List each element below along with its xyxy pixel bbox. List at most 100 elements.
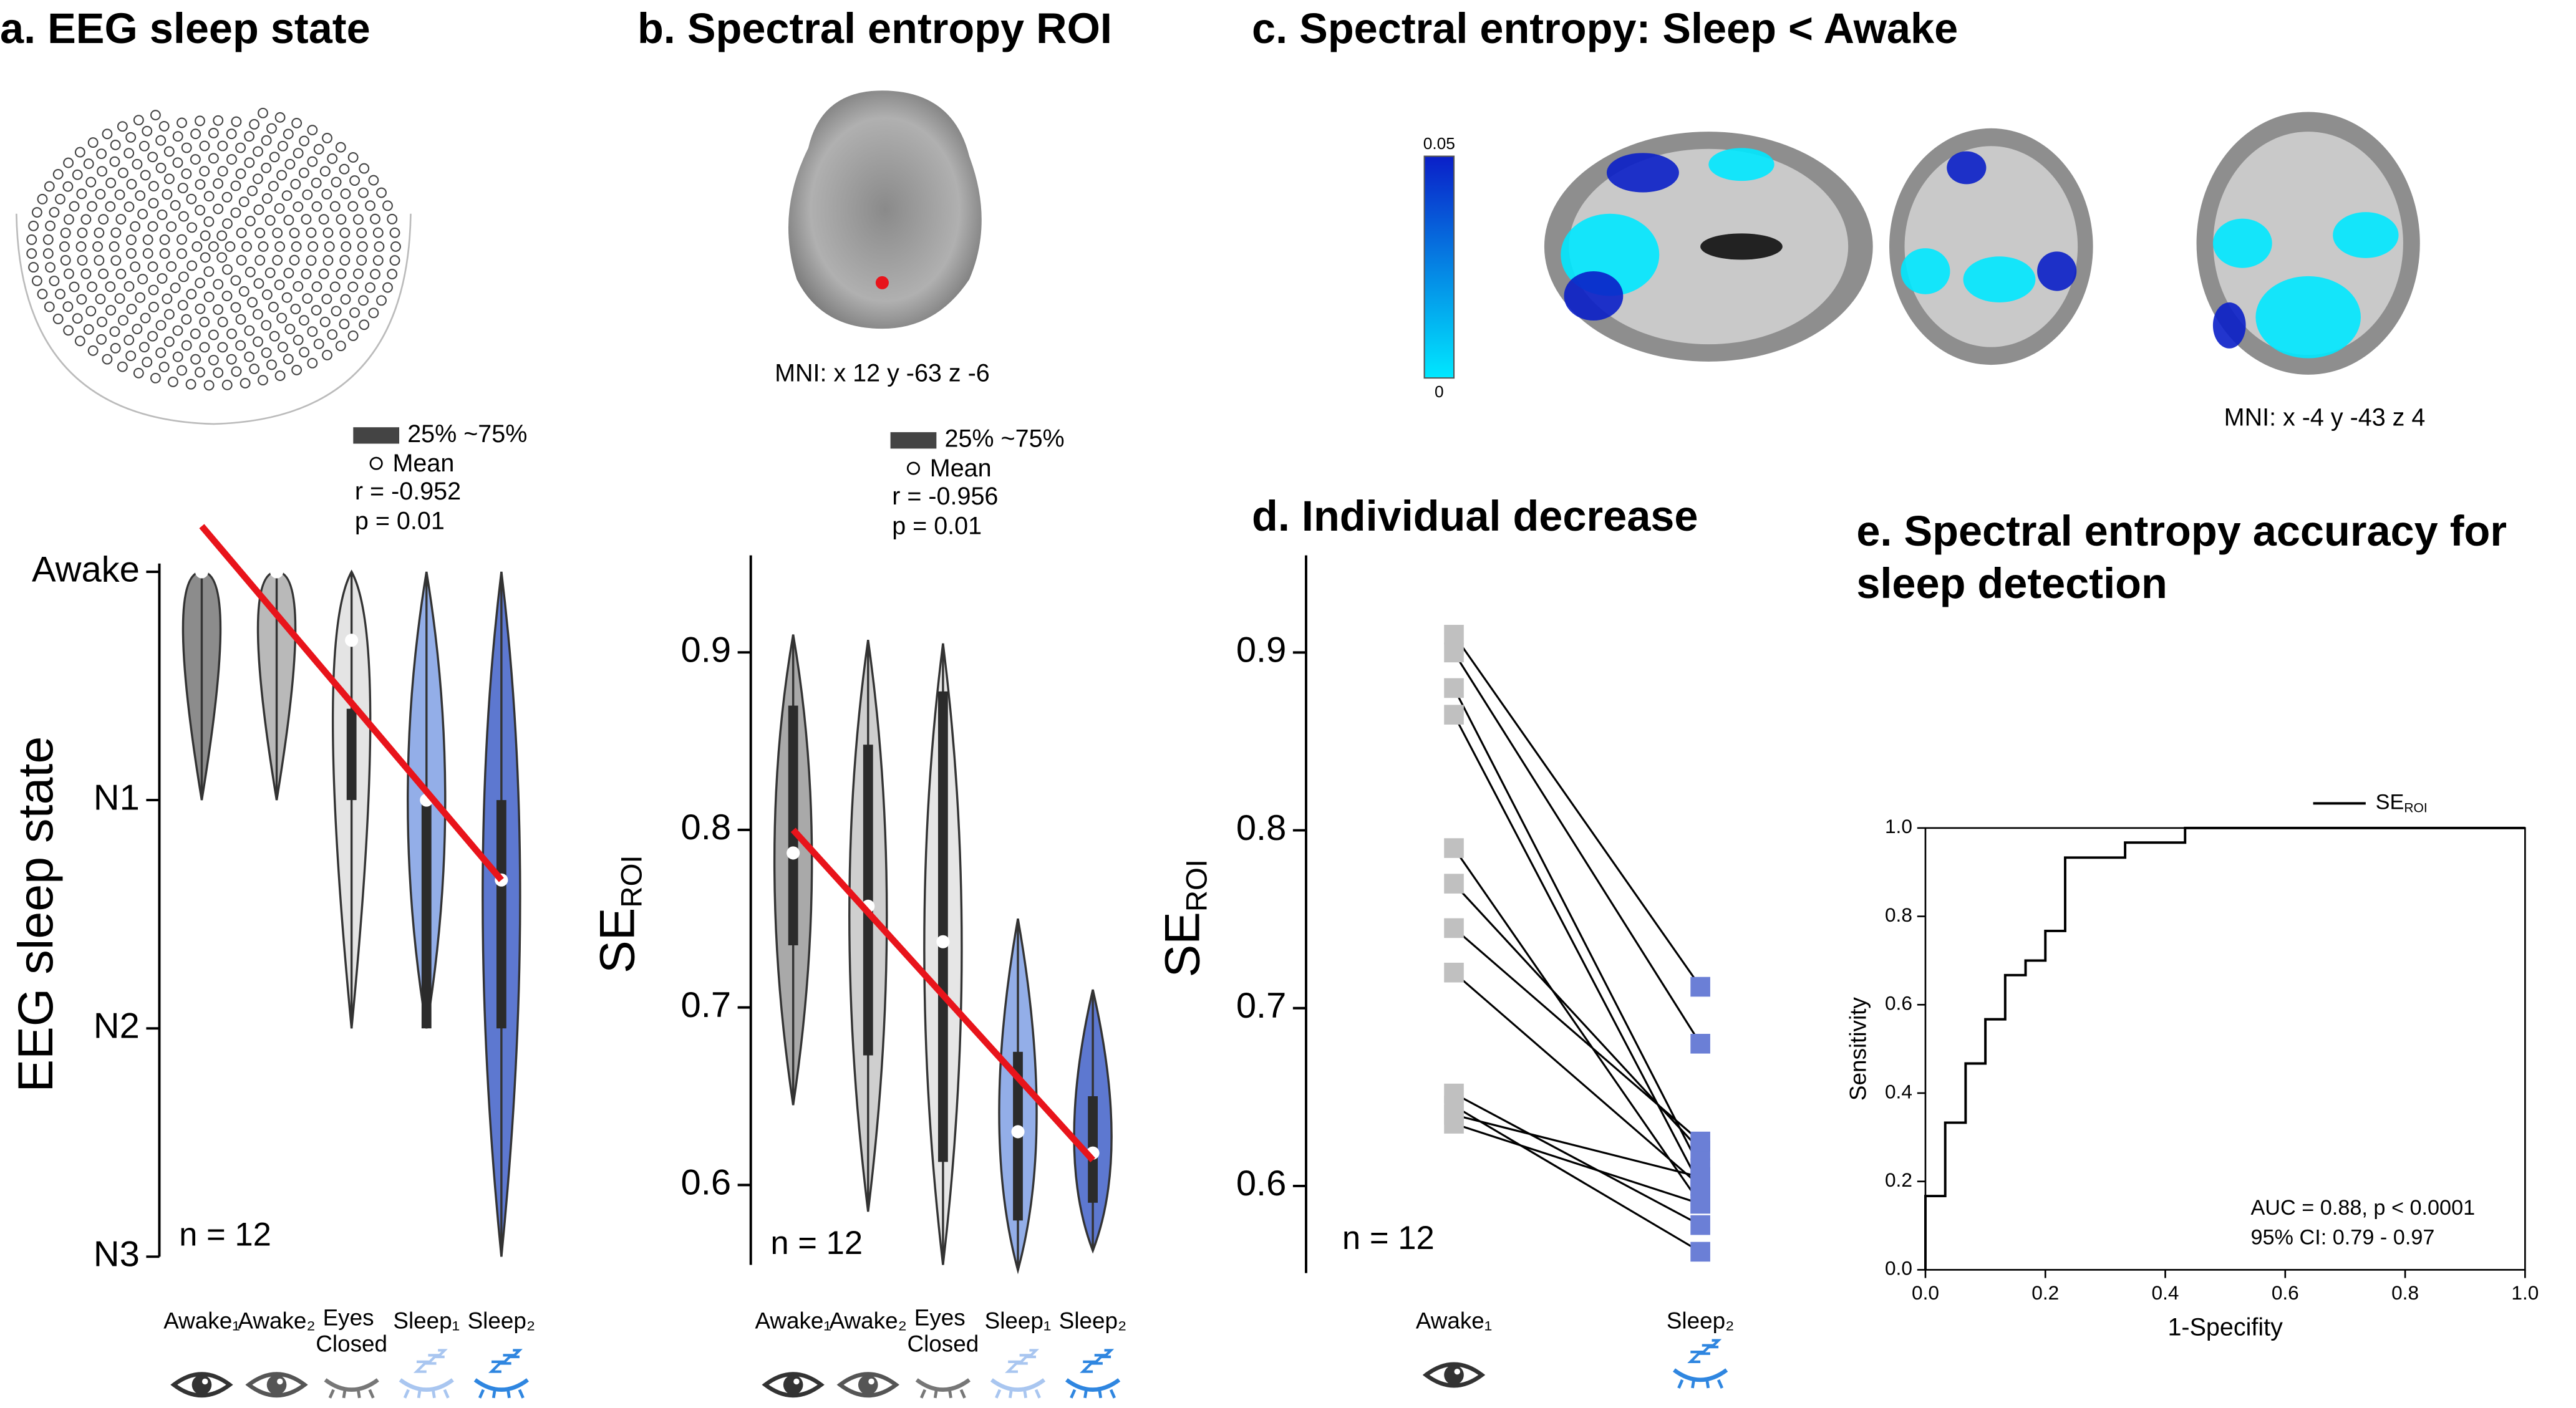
electrode: [356, 228, 367, 238]
sleep-z: [500, 1354, 515, 1365]
electrode: [98, 268, 109, 279]
electrode: [199, 342, 210, 353]
electrode: [284, 324, 296, 335]
electrode: [272, 228, 283, 239]
electrode: [244, 157, 255, 168]
colorbar-tick-label: 0: [1435, 382, 1444, 401]
electrode: [274, 203, 285, 214]
electrode: [368, 307, 379, 319]
electrode: [221, 379, 233, 390]
electrode: [177, 299, 188, 311]
electrode: [213, 115, 224, 126]
fit-line: [790, 827, 1095, 1163]
image-caption: MNI: x -4 y -43 z 4: [2224, 403, 2426, 431]
electrode: [105, 177, 117, 188]
electrode: [289, 254, 300, 266]
electrode: [370, 213, 380, 224]
electrode: [110, 343, 121, 354]
electrode: [26, 248, 37, 259]
electrode: [181, 168, 192, 180]
label-sub: ROI: [615, 855, 648, 907]
electrode: [69, 201, 80, 212]
electrode: [142, 248, 153, 259]
closed-eye-icon: [324, 1378, 379, 1392]
electrode: [318, 214, 329, 225]
electrode: [62, 181, 74, 192]
electrode: [142, 234, 153, 245]
eye-glint: [201, 1378, 208, 1385]
sleep-z: [488, 1360, 505, 1373]
electrode: [235, 168, 246, 180]
sleep-z: [413, 1360, 430, 1373]
sleep-z: [1698, 1344, 1714, 1355]
electrode: [130, 261, 141, 272]
electrode: [213, 279, 224, 290]
x-tick-label: Awake₁: [163, 1308, 240, 1333]
electrode: [123, 281, 135, 292]
electrode: [261, 289, 273, 300]
y-axis-label: SEROI: [589, 855, 648, 973]
x-tick-label: Eyes Closed: [908, 1304, 979, 1356]
eye-glint: [277, 1378, 283, 1385]
electrode: [217, 166, 228, 177]
eye-lash: [506, 1389, 511, 1399]
electrode: [261, 193, 273, 204]
pair-line: [1453, 1105, 1701, 1253]
subject-point: [1690, 976, 1710, 997]
legend-box-label: 25% ~75%: [945, 425, 1065, 453]
electrode: [324, 241, 335, 252]
electrode: [253, 204, 264, 215]
electrode: [347, 330, 359, 341]
annotation: AUC = 0.88, p < 0.0001: [2250, 1196, 2475, 1220]
electrode: [261, 162, 272, 173]
electrode: [185, 379, 196, 390]
electrode: [382, 282, 393, 293]
electrode: [49, 206, 60, 218]
y-tick-label: 1.0: [1885, 815, 1912, 837]
electrode: [358, 187, 369, 198]
electrode: [163, 336, 175, 347]
electrode: [266, 359, 277, 370]
electrode: [340, 294, 351, 305]
electrode: [63, 268, 74, 279]
eye-pupil: [1444, 1365, 1464, 1385]
electrode: [258, 375, 268, 386]
x-tick-label: 0.2: [2031, 1281, 2059, 1304]
y-tick-label: 0.0: [1885, 1257, 1912, 1280]
electrode: [148, 301, 159, 312]
panel-title: c. Spectral entropy: Sleep < Awake: [1252, 4, 1958, 52]
electrode: [28, 220, 39, 231]
y-tick-label: 0.8: [1236, 808, 1287, 848]
electrode: [272, 254, 283, 266]
electrode: [249, 364, 260, 374]
electrode: [195, 277, 206, 289]
electrode: [75, 241, 87, 252]
electrode: [247, 297, 258, 308]
electrode: [253, 146, 263, 157]
y-axis-label: EEG sleep state: [7, 736, 63, 1092]
electrode: [162, 189, 173, 200]
eye-icon: [836, 1372, 899, 1398]
x-tick-label: Sleep₁: [985, 1308, 1052, 1333]
electrode: [274, 241, 286, 252]
electrode: [28, 262, 39, 273]
electrode: [335, 340, 346, 352]
fit-line: [199, 524, 504, 882]
electrode: [150, 372, 161, 383]
eye-lash: [1070, 1389, 1077, 1399]
electrode: [195, 179, 206, 190]
electrode: [281, 292, 293, 303]
electrode: [95, 294, 106, 304]
electrode: [114, 189, 125, 200]
electrode: [130, 221, 141, 232]
electrode: [178, 271, 189, 282]
electrode: [45, 220, 56, 231]
electrode: [216, 230, 228, 241]
electrode: [368, 175, 379, 186]
x-tick-label: Sleep₂: [1667, 1308, 1735, 1333]
electrode: [293, 148, 304, 159]
electrode: [306, 227, 317, 238]
electrode: [376, 187, 387, 198]
electrode: [357, 241, 368, 252]
